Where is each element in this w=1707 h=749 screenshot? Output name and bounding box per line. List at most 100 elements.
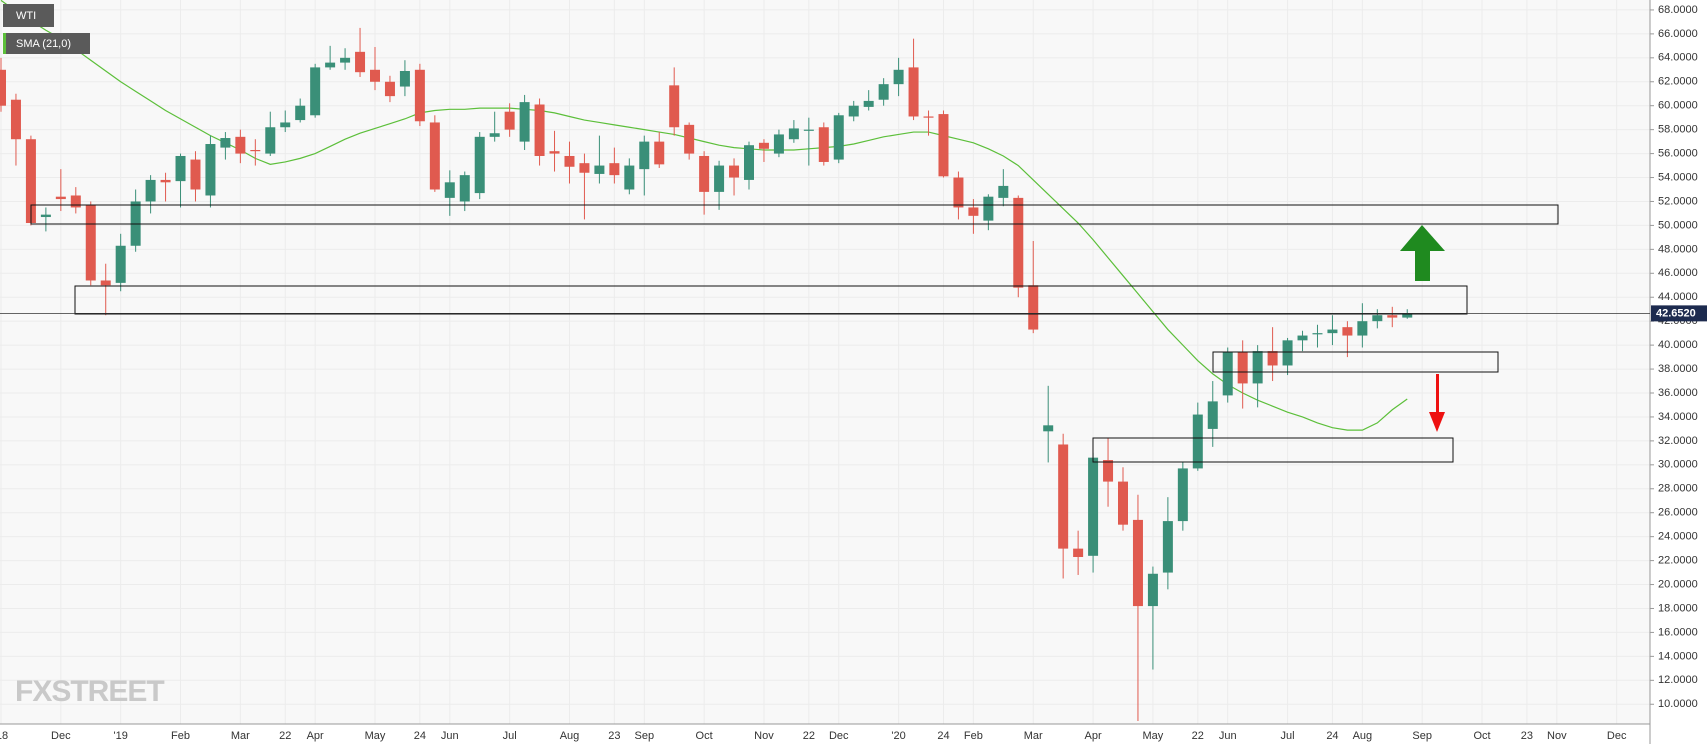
x-tick-label: Apr: [1085, 730, 1102, 742]
y-tick-label: 64.0000: [1658, 52, 1698, 64]
candle-body: [25, 139, 36, 224]
candle-body: [729, 165, 740, 178]
candle-body: [579, 163, 590, 173]
candle-body: [654, 141, 665, 165]
candle-body: [1402, 313, 1413, 318]
candle-body: [310, 67, 321, 116]
candle-body: [414, 69, 425, 122]
y-tick-label: 60.0000: [1658, 100, 1698, 112]
x-tick-label: 22: [803, 730, 815, 742]
y-tick-label: 18.0000: [1658, 602, 1698, 614]
candle-body: [938, 114, 949, 177]
candle-body: [1177, 468, 1188, 522]
y-tick-label: 62.0000: [1658, 76, 1698, 88]
x-tick-label: Apr: [307, 730, 324, 742]
candle-body: [1058, 444, 1069, 549]
candle-body: [70, 195, 81, 208]
x-tick-label: Aug: [560, 730, 580, 742]
zone-box: [30, 204, 1559, 225]
x-tick-label: '20: [891, 730, 905, 742]
candle-body: [55, 196, 66, 200]
y-tick-label: 52.0000: [1658, 195, 1698, 207]
candle-body: [1267, 351, 1278, 366]
legend-label: SMA (21,0): [16, 38, 71, 50]
x-tick-label: 24: [414, 730, 426, 742]
candle-body: [235, 136, 246, 154]
down-arrow: [1429, 374, 1445, 432]
x-tick-label: 23: [608, 730, 620, 742]
x-tick-label: Dec: [829, 730, 849, 742]
plot-area: [0, 0, 1650, 724]
y-tick-label: 20.0000: [1658, 578, 1698, 590]
zone-box: [74, 285, 1468, 315]
candle-body: [833, 115, 844, 160]
y-tick-label: 30.0000: [1658, 459, 1698, 471]
y-tick-label: 48.0000: [1658, 243, 1698, 255]
candle-body: [1103, 460, 1114, 482]
candle-body: [1387, 315, 1398, 318]
x-tick-label: Nov: [1547, 730, 1567, 742]
arrow-head: [1429, 412, 1445, 432]
candle-body: [594, 165, 605, 174]
legend-swatch: [3, 33, 6, 54]
x-tick-label: '18: [0, 730, 8, 742]
candle-body: [968, 207, 979, 216]
y-tick-label: 38.0000: [1658, 363, 1698, 375]
candle-body: [1147, 573, 1158, 607]
candle-body: [758, 142, 769, 149]
last-price-box: [1651, 305, 1707, 322]
y-tick-label: 12.0000: [1658, 674, 1698, 686]
candle-body: [744, 145, 754, 180]
candle-body: [1043, 425, 1054, 432]
legend: WTI SMA (21,0): [3, 4, 90, 54]
candle-body: [1073, 548, 1084, 558]
candle-body: [1327, 329, 1338, 334]
legend-label: WTI: [16, 10, 36, 22]
x-tick-label: Feb: [964, 730, 983, 742]
candle-body: [1357, 321, 1368, 336]
x-tick-label: 23: [1521, 730, 1533, 742]
candle-body: [609, 163, 620, 176]
zone-box: [1092, 437, 1454, 463]
candle-body: [788, 128, 799, 140]
candle-body: [280, 122, 291, 128]
candle-body: [100, 280, 111, 286]
y-tick-label: 32.0000: [1658, 435, 1698, 447]
candle-body: [624, 165, 635, 190]
up-arrow: [1400, 225, 1445, 281]
y-tick-label: 50.0000: [1658, 219, 1698, 231]
y-tick-label: 10.0000: [1658, 698, 1698, 710]
candle-body: [803, 129, 814, 131]
y-tick-label: 58.0000: [1658, 124, 1698, 136]
x-tick-label: Feb: [171, 730, 190, 742]
candle-body: [669, 85, 680, 128]
x-tick-label: Jun: [1219, 730, 1237, 742]
candle-body: [1222, 352, 1233, 396]
candle-body: [250, 149, 261, 152]
candle-body: [459, 175, 470, 202]
candle-body: [1312, 333, 1323, 335]
candle-body: [474, 136, 485, 194]
legend-box: [3, 33, 90, 54]
y-tick-label: 40.0000: [1658, 339, 1698, 351]
x-tick-label: May: [365, 730, 386, 742]
candle-body: [145, 179, 156, 202]
x-tick-label: Sep: [1412, 730, 1432, 742]
candle-body: [1162, 521, 1173, 573]
candle-body: [1088, 457, 1099, 556]
candle-body: [40, 214, 51, 218]
x-tick-label: Nov: [754, 730, 774, 742]
candle-body: [175, 155, 186, 182]
x-tick-label: Jul: [503, 730, 517, 742]
y-tick-label: 24.0000: [1658, 531, 1698, 543]
candle-body: [983, 196, 994, 221]
x-tick-label: 22: [1192, 730, 1204, 742]
candle-body: [1297, 335, 1308, 341]
candle-body: [384, 81, 395, 97]
y-tick-label: 44.0000: [1658, 291, 1698, 303]
candle-body: [549, 151, 560, 154]
y-tick-label: 22.0000: [1658, 555, 1698, 567]
x-tick-label: Oct: [696, 730, 713, 742]
y-tick-label: 34.0000: [1658, 411, 1698, 423]
